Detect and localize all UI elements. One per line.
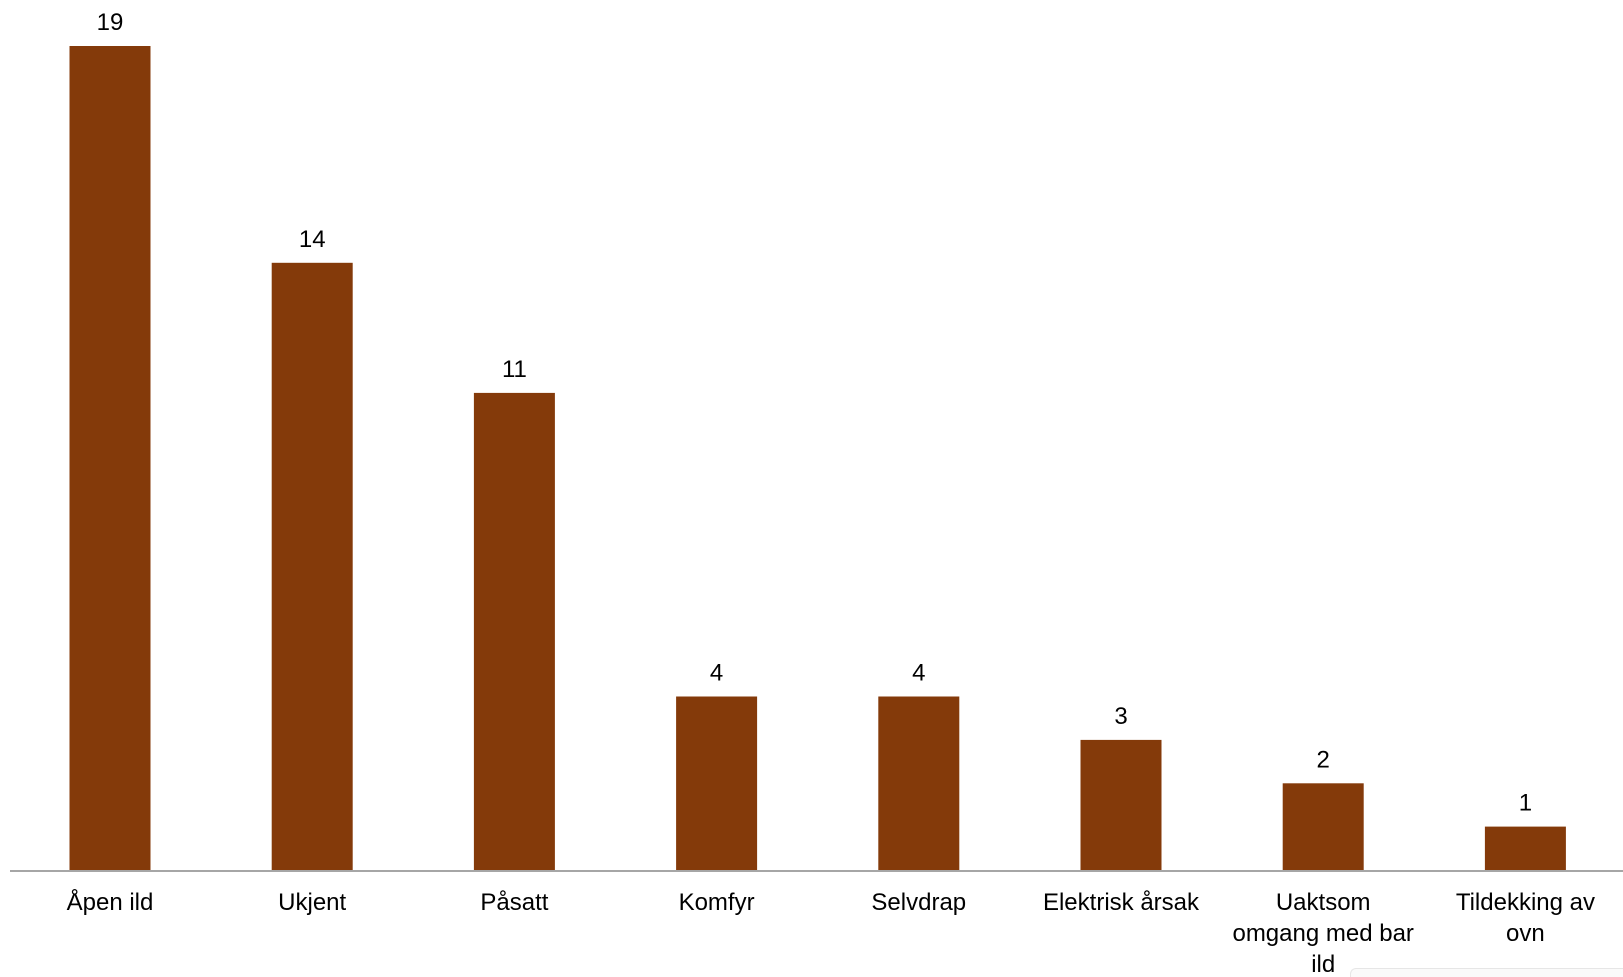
data-label-2: 11 (502, 356, 527, 383)
category-label-1-line-0: Ukjent (278, 889, 346, 916)
bar-7 (1484, 826, 1566, 870)
category-label-4: Selvdrap (871, 889, 966, 916)
bottom-edge-panel (1350, 968, 1623, 977)
category-label-0: Åpen ild (67, 888, 154, 916)
data-label-5: 3 (1114, 703, 1127, 730)
category-label-5: Elektrisk årsak (1043, 889, 1200, 916)
data-label-7: 1 (1519, 790, 1532, 817)
category-label-4-line-0: Selvdrap (871, 889, 966, 916)
value-labels-group: 19 14 11 4 4 3 2 1 (97, 9, 1532, 817)
category-label-6-line-0: Uaktsom (1276, 889, 1371, 916)
bar-2 (473, 392, 555, 870)
category-label-6-line-2: ild (1311, 951, 1335, 976)
category-label-2-line-0: Påsatt (480, 889, 548, 916)
category-labels-group: Åpen ild Ukjent Påsatt Komfyr Selvdrap Elektr… (67, 888, 1595, 976)
category-label-0-line-0: Åpen ild (67, 888, 154, 916)
category-label-6-line-1: omgang med bar (1232, 920, 1413, 947)
data-label-1: 14 (299, 226, 326, 253)
category-label-7-line-0: Tildekking av (1456, 889, 1595, 916)
data-label-6: 2 (1317, 746, 1330, 773)
category-label-2: Påsatt (480, 889, 548, 916)
category-label-6: Uaktsom omgang med bar ild (1232, 889, 1413, 976)
bar-3 (676, 696, 758, 870)
bars-group (69, 46, 1566, 870)
data-label-3: 4 (710, 660, 723, 687)
bar-5 (1080, 739, 1162, 870)
category-label-5-line-0: Elektrisk årsak (1043, 889, 1200, 916)
category-label-3: Komfyr (679, 889, 755, 916)
bar-1 (271, 262, 353, 870)
data-label-4: 4 (912, 660, 925, 687)
data-label-0: 19 (97, 9, 124, 36)
bar-6 (1282, 783, 1364, 870)
bar-4 (878, 696, 960, 870)
category-label-1: Ukjent (278, 889, 346, 916)
bar-0 (69, 46, 151, 870)
category-label-7: Tildekking av ovn (1456, 889, 1595, 947)
category-label-7-line-1: ovn (1506, 920, 1545, 947)
category-label-3-line-0: Komfyr (679, 889, 755, 916)
